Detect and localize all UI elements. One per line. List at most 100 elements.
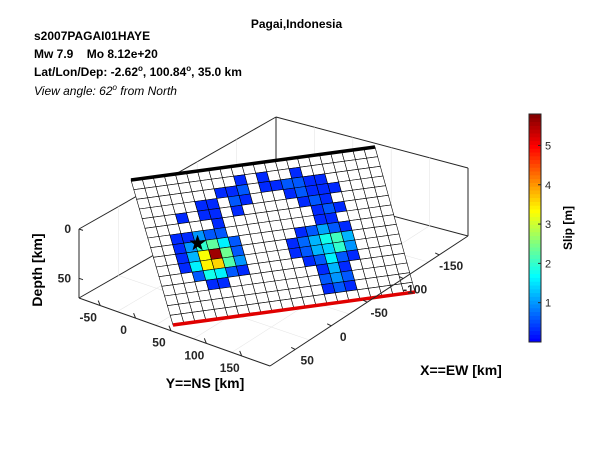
y-tick-mark (133, 312, 137, 319)
colorbar-segment (529, 247, 541, 252)
colorbar-tick-label: 5 (545, 140, 551, 152)
colorbar-segment (529, 228, 541, 233)
colorbar-segment (529, 155, 541, 161)
y-axis-title: Y==NS [km] (166, 375, 245, 391)
box-edge (269, 235, 469, 367)
z-axis-title: Depth [km] (29, 233, 45, 306)
colorbar-segment (529, 319, 541, 324)
colorbar-segment (529, 269, 541, 275)
x-tick-mark (398, 276, 404, 279)
colorbar-segment (529, 292, 541, 297)
colorbar-tick-label: 4 (545, 180, 551, 192)
colorbar-segment (529, 220, 541, 225)
colorbar-label: Slip [m] (561, 206, 575, 250)
colorbar-segment (529, 231, 541, 237)
fault-cell (392, 253, 408, 265)
colorbar-segment (529, 167, 541, 172)
y-tick-mark (168, 325, 172, 331)
colorbar-segment (529, 197, 541, 202)
colorbar-segment (529, 186, 541, 191)
y-tick-label: 50 (152, 336, 166, 350)
colorbar-frame (528, 113, 542, 343)
colorbar-segment (529, 326, 541, 332)
colorbar-segment (529, 262, 541, 267)
colorbar-segment (529, 277, 541, 282)
colorbar-segment (529, 136, 541, 142)
colorbar-tick-label: 2 (545, 258, 551, 270)
y-tick-label: 100 (184, 348, 204, 362)
x-tick-mark (434, 252, 440, 256)
colorbar-segment (529, 307, 541, 313)
colorbar-segment (529, 201, 541, 206)
colorbar-segment (529, 224, 541, 229)
colorbar-segment (529, 212, 541, 218)
colorbar-segment (529, 243, 541, 248)
y-tick-label: 150 (220, 361, 240, 375)
colorbar-segment (529, 152, 541, 157)
colorbar: 1 2 3 4 5 (528, 113, 551, 343)
degree-symbol: o (138, 64, 143, 73)
fault-cell (376, 195, 392, 207)
location-lon: , 100.84 (142, 65, 187, 79)
colorbar-segment (529, 281, 541, 286)
fault-slip-cells (130, 145, 416, 327)
degree-symbol: o (112, 83, 117, 92)
hypocenter-star (189, 234, 206, 251)
x-axis-title: X==EW [km] (420, 362, 502, 378)
colorbar-segment (529, 159, 541, 164)
colorbar-segment (529, 300, 541, 305)
fault-cell (374, 185, 389, 198)
axes-box-front (78, 235, 469, 367)
fault-cell (368, 166, 384, 178)
x-tick-label: 0 (340, 330, 347, 344)
colorbar-segment (529, 216, 541, 221)
colorbar-segment (529, 338, 541, 343)
colorbar-segment (529, 205, 541, 210)
chart-title: Pagai,Indonesia (250, 17, 343, 31)
view-angle-suffix: from North (116, 84, 177, 98)
location-lat: Lat/Lon/Dep: -2.62 (34, 65, 139, 79)
fault-cell (371, 175, 387, 188)
mo-label: Mo 8.12e+20 (86, 47, 158, 61)
location-depth: , 35.0 km (191, 65, 242, 79)
degree-symbol: o (186, 64, 192, 73)
x-tick-label: -50 (371, 306, 389, 320)
fault-cell (395, 262, 411, 275)
colorbar-segment (529, 209, 541, 214)
colorbar-segment (529, 140, 541, 145)
y-tick-mark (239, 350, 243, 357)
colorbar-segment (529, 235, 541, 240)
colorbar-segment (529, 323, 541, 328)
x-tick-mark (326, 323, 332, 327)
colorbar-segment (529, 190, 541, 195)
axis-ticks: 0 50 -50 0 50 100 150 -150 -100 -50 0 50 (58, 222, 464, 375)
colorbar-segment (529, 334, 541, 339)
x-tick-mark (290, 347, 296, 350)
colorbar-segment (529, 311, 541, 316)
box-edge (78, 297, 271, 367)
colorbar-segment (529, 178, 541, 183)
y-tick-label: 0 (120, 323, 127, 337)
fault-cell (387, 233, 403, 246)
magnitude-line: Mw 7.9 Mo 8.12e+20 (34, 47, 158, 61)
colorbar-segment (529, 114, 541, 119)
colorbar-segment (529, 148, 541, 153)
x-tick-mark (362, 299, 368, 303)
colorbar-segment (529, 273, 541, 278)
y-tick-mark (203, 338, 207, 344)
colorbar-segment (529, 171, 541, 176)
mw-label: Mw 7.9 (34, 47, 74, 61)
view-angle-value: View angle: 62 (34, 84, 113, 98)
colorbar-segment (529, 193, 541, 199)
colorbar-tick-label: 3 (545, 219, 551, 231)
colorbar-segment (529, 163, 541, 168)
fault-cell (379, 204, 395, 217)
y-tick-mark (97, 300, 101, 306)
z-tick-mark (78, 228, 84, 231)
colorbar-segment (529, 117, 541, 123)
colorbar-segment (529, 288, 541, 294)
colorbar-segment (529, 174, 541, 180)
colorbar-segment (529, 296, 541, 301)
fault-cell (390, 243, 405, 256)
